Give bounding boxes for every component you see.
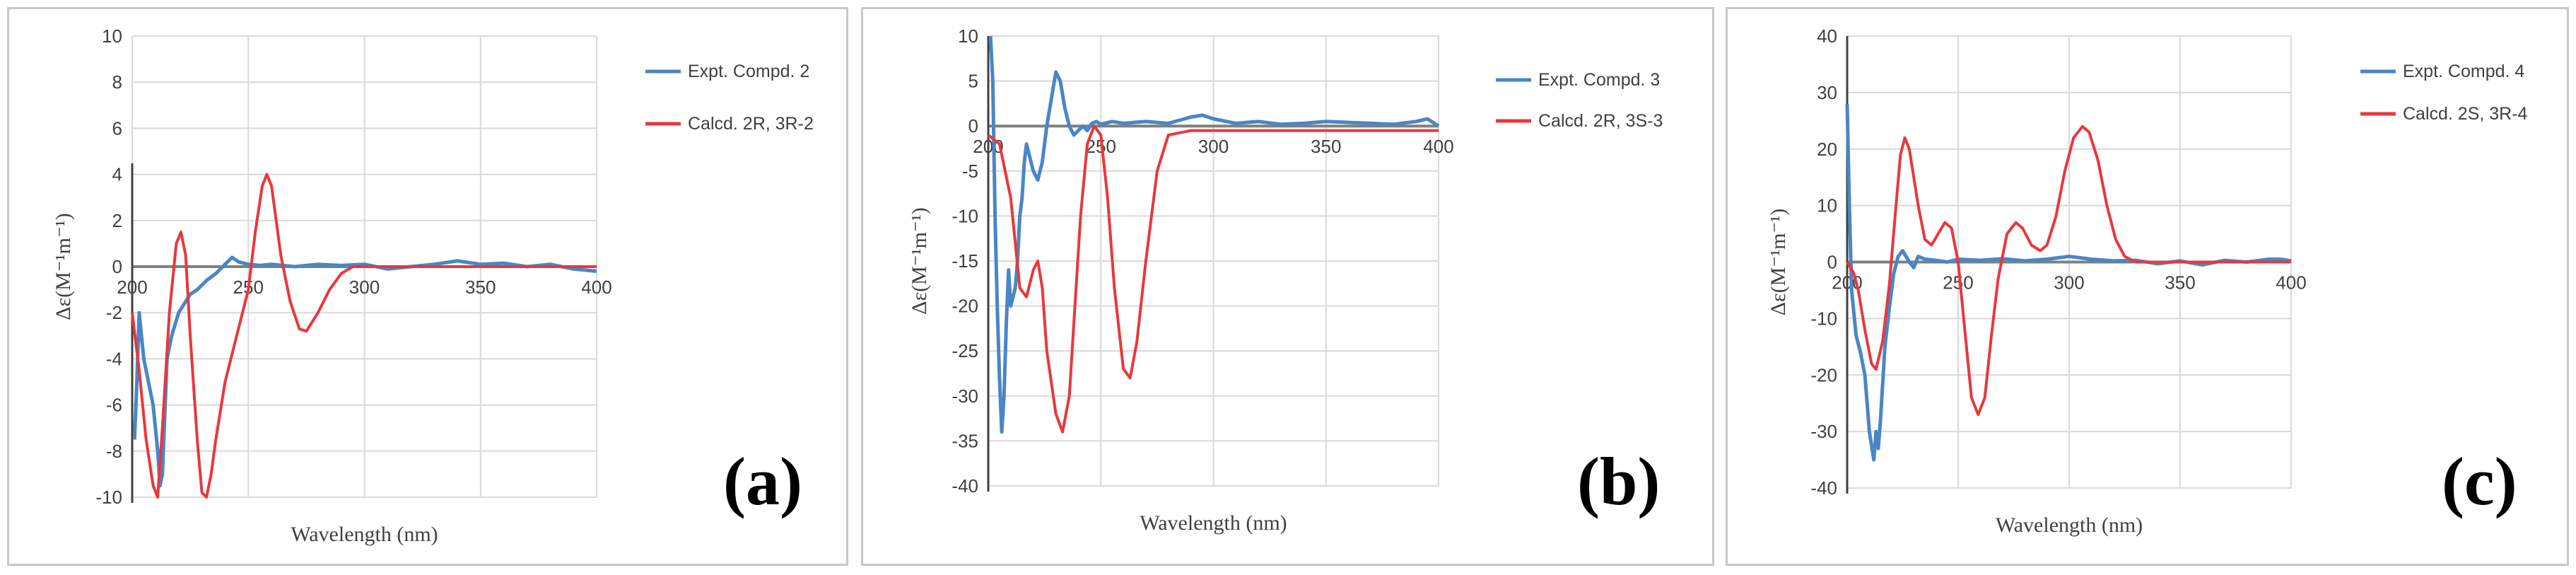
y-tick-label: -30 bbox=[952, 385, 978, 407]
y-tick-label: -5 bbox=[962, 161, 978, 182]
y-axis-title: Δε(M⁻¹m⁻¹) bbox=[908, 207, 931, 315]
x-axis-title: Wavelength (nm) bbox=[1140, 511, 1287, 535]
y-tick-label: -30 bbox=[1810, 421, 1837, 442]
y-tick-label: 5 bbox=[968, 71, 978, 92]
y-tick-label: 30 bbox=[1817, 82, 1837, 103]
panel-label: (a) bbox=[723, 443, 802, 519]
y-tick-label: -40 bbox=[1810, 477, 1837, 499]
legend-label-1: Expt. Compd. 2 bbox=[688, 62, 809, 81]
y-tick-label: 0 bbox=[112, 256, 122, 277]
y-tick-label: -2 bbox=[106, 302, 122, 323]
y-tick-label: 10 bbox=[102, 25, 122, 47]
y-tick-label: -35 bbox=[952, 430, 978, 451]
cd-spectrum-panel-c: 40 30 20 10 0 -10 -20 -30 -40 200 250 300 350 400 Wave… bbox=[1726, 7, 2569, 566]
y-tick-label: -10 bbox=[95, 487, 122, 508]
y-tick-label: 8 bbox=[112, 71, 122, 93]
y-tick-label: 10 bbox=[958, 25, 978, 47]
cd-spectrum-panel-a: 10 8 6 4 2 0 -2 -4 -6 -8 -10 200 250 300 350 400 Wavelen… bbox=[7, 7, 848, 566]
y-tick-label: 2 bbox=[112, 210, 122, 231]
y-axis-title: Δε(M⁻¹m⁻¹) bbox=[1767, 209, 1790, 316]
y-axis-title: Δε(M⁻¹m⁻¹) bbox=[52, 213, 75, 320]
y-tick-label: -10 bbox=[1810, 308, 1837, 329]
y-tick-label: -4 bbox=[106, 348, 122, 369]
y-tick-label: -25 bbox=[952, 340, 978, 361]
legend-label-2: Calcd. 2R, 3R-2 bbox=[688, 114, 814, 134]
y-tick-label: -8 bbox=[106, 441, 122, 462]
y-tick-label: -20 bbox=[1810, 364, 1837, 385]
y-tick-label: 40 bbox=[1817, 25, 1837, 47]
y-tick-label: -10 bbox=[952, 205, 978, 226]
y-tick-label: -40 bbox=[952, 475, 978, 496]
x-tick-label: 400 bbox=[581, 277, 611, 298]
y-tick-label: 10 bbox=[1817, 195, 1837, 216]
y-tick-label: 6 bbox=[112, 117, 122, 139]
x-tick-label: 400 bbox=[1423, 136, 1453, 157]
x-tick-label: 300 bbox=[1198, 136, 1229, 157]
x-axis-title: Wavelength (nm) bbox=[1996, 513, 2143, 537]
cd-spectrum-panel-b: 10 5 0 -5 -10 -15 -20 -25 -30 -35 -40 200 250 300 350 4… bbox=[861, 7, 1714, 566]
series-line-2 bbox=[131, 173, 597, 499]
y-tick-label: 4 bbox=[112, 164, 122, 185]
series-line-1 bbox=[988, 35, 1440, 434]
panel-label: (c) bbox=[2442, 443, 2517, 519]
legend-label-2: Calcd. 2R, 3S-3 bbox=[1538, 111, 1663, 131]
y-tick-label: -20 bbox=[952, 296, 978, 317]
legend-label-2: Calcd. 2S, 3R-4 bbox=[2403, 104, 2528, 124]
x-tick-label: 400 bbox=[2276, 272, 2306, 294]
series-line-1 bbox=[132, 255, 597, 488]
x-tick-label: 350 bbox=[465, 277, 496, 298]
series-line-2 bbox=[987, 124, 1439, 434]
series-line-2 bbox=[1846, 124, 2291, 417]
panel-label: (b) bbox=[1577, 443, 1660, 519]
y-tick-label: 0 bbox=[1827, 252, 1837, 273]
y-tick-label: -15 bbox=[952, 250, 978, 272]
x-tick-label: 350 bbox=[1311, 136, 1341, 157]
legend-label-1: Expt. Compd. 4 bbox=[2403, 62, 2524, 81]
legend-label-1: Expt. Compd. 3 bbox=[1538, 70, 1660, 90]
x-tick-label: 300 bbox=[349, 277, 380, 298]
x-axis-title: Wavelength (nm) bbox=[291, 523, 438, 546]
x-tick-label: 300 bbox=[2054, 272, 2084, 294]
y-tick-label: -6 bbox=[106, 395, 122, 416]
y-tick-label: 0 bbox=[968, 115, 978, 137]
y-tick-label: 20 bbox=[1817, 139, 1837, 160]
x-tick-label: 350 bbox=[2165, 272, 2195, 294]
